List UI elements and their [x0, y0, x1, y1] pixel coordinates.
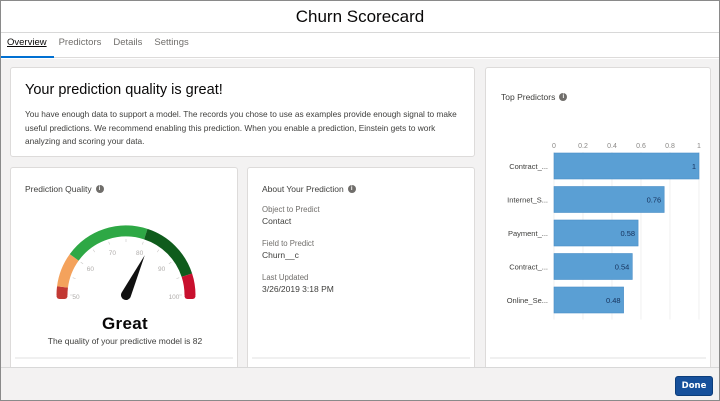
svg-text:100: 100 [169, 294, 180, 301]
info-icon[interactable]: i [347, 185, 356, 193]
svg-text:Contract_...: Contract_... [509, 162, 548, 171]
divider [490, 357, 706, 359]
svg-text:0.76: 0.76 [647, 196, 662, 205]
svg-text:50: 50 [72, 294, 80, 301]
svg-text:0.2: 0.2 [578, 143, 588, 150]
banner-body: You have enough data to support a model.… [25, 109, 457, 146]
tab-predictors[interactable]: Predictors [58, 36, 102, 48]
about-prediction-title: About Your Prediction i [262, 184, 356, 194]
prediction-quality-label: Prediction Quality [25, 184, 92, 194]
svg-text:0: 0 [552, 143, 556, 150]
quality-banner-card: Your prediction quality is great! You ha… [10, 67, 475, 157]
top-predictors-chart: 0 0.2 0.4 0.6 0.8 1 1 Contract_... 0.76 Internet_… [507, 143, 701, 320]
svg-text:0.6: 0.6 [636, 143, 646, 150]
svg-text:0.48: 0.48 [606, 296, 621, 305]
svg-text:0.54: 0.54 [615, 263, 630, 272]
top-predictors-label: Top Predictors [501, 92, 556, 102]
quality-rating: Great [102, 314, 148, 333]
tab-overview[interactable]: Overview [1, 33, 54, 58]
divider [252, 357, 470, 359]
field-value: 3/26/2019 3:18 PM [262, 284, 334, 294]
svg-text:Online_Se...: Online_Se... [507, 296, 548, 305]
svg-text:Payment_...: Payment_... [508, 229, 548, 238]
field-label: Last Updated [262, 273, 309, 282]
content-area: Your prediction quality is great! You ha… [1, 59, 719, 367]
top-predictors-title: Top Predictors i [501, 92, 568, 102]
svg-text:1: 1 [692, 162, 696, 171]
field-label: Field to Predict [262, 239, 315, 248]
tab-bar: Overview Predictors Details Settings [1, 34, 719, 58]
field-label: Object to Predict [262, 205, 320, 214]
prediction-quality-title: Prediction Quality i [25, 184, 104, 194]
svg-text:0.4: 0.4 [607, 143, 617, 150]
info-icon[interactable]: i [95, 185, 104, 193]
quality-gauge: 50 60 70 80 90 100 [56, 225, 196, 301]
svg-text:0.8: 0.8 [665, 143, 675, 150]
done-button[interactable]: Done [675, 376, 713, 396]
modal-footer: Done [1, 367, 719, 400]
quality-summary: The quality of your predictive model is … [47, 336, 203, 346]
modal-header: Churn Scorecard [1, 1, 719, 33]
object-to-predict-field: Object to Predict Contact [262, 205, 320, 226]
svg-text:90: 90 [158, 266, 166, 273]
field-to-predict-field: Field to Predict Churn__c [262, 239, 314, 260]
page-title: Churn Scorecard [295, 6, 425, 26]
svg-text:Contract_...: Contract_... [509, 263, 548, 272]
prediction-quality-card: Prediction Quality i 50 60 70 80 90 100 Great… [10, 167, 238, 367]
tab-settings[interactable]: Settings [154, 36, 189, 48]
divider [15, 357, 233, 359]
about-prediction-card: About Your Prediction i Object to Predic… [247, 167, 475, 367]
svg-text:1: 1 [697, 143, 701, 150]
about-prediction-label: About Your Prediction [262, 184, 344, 194]
svg-text:60: 60 [87, 266, 95, 273]
tab-details[interactable]: Details [113, 36, 143, 48]
top-predictors-card: Top Predictors i 0 0.2 0.4 0.6 0.8 1 1 Contract… [485, 67, 711, 367]
svg-text:80: 80 [136, 250, 144, 257]
field-value: Contact [262, 216, 292, 226]
info-icon[interactable]: i [559, 93, 568, 101]
svg-text:70: 70 [109, 250, 117, 257]
last-updated-field: Last Updated 3/26/2019 3:18 PM [262, 273, 334, 294]
svg-text:0.58: 0.58 [620, 229, 635, 238]
svg-text:Internet_S...: Internet_S... [507, 196, 548, 205]
banner-heading: Your prediction quality is great! [25, 82, 223, 98]
field-value: Churn__c [262, 250, 299, 260]
